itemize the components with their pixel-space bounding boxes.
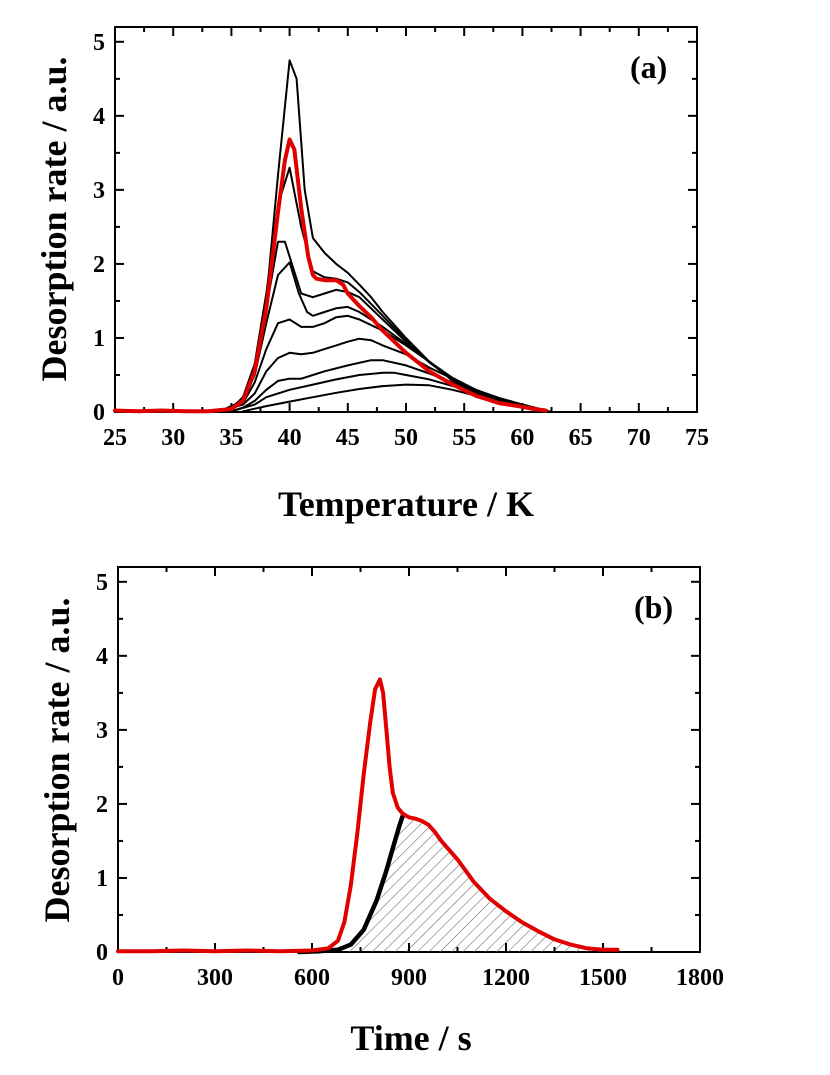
series-group-b (116, 677, 620, 955)
x-axis-title-b: Time / s (350, 1018, 471, 1058)
x-tick-label: 300 (197, 965, 233, 991)
tick-marks-b (117, 567, 701, 953)
x-tick-label: 1200 (482, 965, 530, 991)
y-tick-labels-a: 0 1 2 3 4 5 (93, 30, 105, 426)
x-tick-label: 600 (294, 965, 330, 991)
x-tick-label: 55 (452, 425, 476, 451)
y-tick-label: 1 (96, 866, 108, 892)
y-tick-label: 0 (93, 400, 105, 426)
series-line (296, 814, 405, 955)
y-tick-label: 4 (96, 644, 108, 670)
y-tick-label: 0 (96, 940, 108, 966)
series-line (230, 371, 547, 413)
x-tick-label: 25 (103, 425, 127, 451)
series-line-highlight (113, 137, 548, 414)
x-tick-label: 40 (278, 425, 302, 451)
x-tick-labels-a: 25 30 35 40 45 50 55 60 65 70 75 (103, 425, 709, 451)
y-tick-label: 4 (93, 104, 105, 130)
panel-label-a: (a) (630, 49, 667, 85)
y-tick-label: 3 (93, 178, 105, 204)
x-tick-label: 1800 (676, 965, 724, 991)
y-tick-label: 3 (96, 718, 108, 744)
x-tick-label: 75 (685, 425, 709, 451)
y-tick-label: 5 (93, 30, 105, 56)
x-tick-label: 900 (391, 965, 427, 991)
y-axis-title-b: Desorption rate / a.u. (37, 598, 77, 923)
x-axis-title-a: Temperature / K (278, 484, 534, 524)
series-line (230, 359, 547, 413)
x-tick-label: 60 (510, 425, 534, 451)
x-tick-label: 45 (336, 425, 360, 451)
x-tick-label: 70 (627, 425, 651, 451)
series-line-highlight (116, 677, 620, 954)
plot-area-a (114, 26, 698, 413)
y-tick-label: 2 (93, 252, 105, 278)
x-tick-label: 65 (569, 425, 593, 451)
x-tick-label: 50 (394, 425, 418, 451)
y-tick-label: 1 (93, 326, 105, 352)
y-tick-label: 2 (96, 792, 108, 818)
x-tick-labels-b: 0 300 600 900 1200 1500 1800 (112, 965, 724, 991)
x-tick-label: 0 (112, 965, 124, 991)
x-tick-label: 35 (219, 425, 243, 451)
series-group-a (113, 59, 553, 414)
chart-panel-b: 0 300 600 900 1200 1500 1800 0 1 2 3 4 5 (b) Time /… (37, 566, 724, 1058)
panel-label-b: (b) (634, 589, 673, 625)
y-axis-title-a: Desorption rate / a.u. (34, 57, 74, 382)
x-tick-label: 1500 (579, 965, 627, 991)
x-tick-label: 30 (161, 425, 185, 451)
y-tick-label: 5 (96, 570, 108, 596)
y-tick-labels-b: 0 1 2 3 4 5 (96, 570, 108, 966)
series-line (218, 337, 547, 413)
